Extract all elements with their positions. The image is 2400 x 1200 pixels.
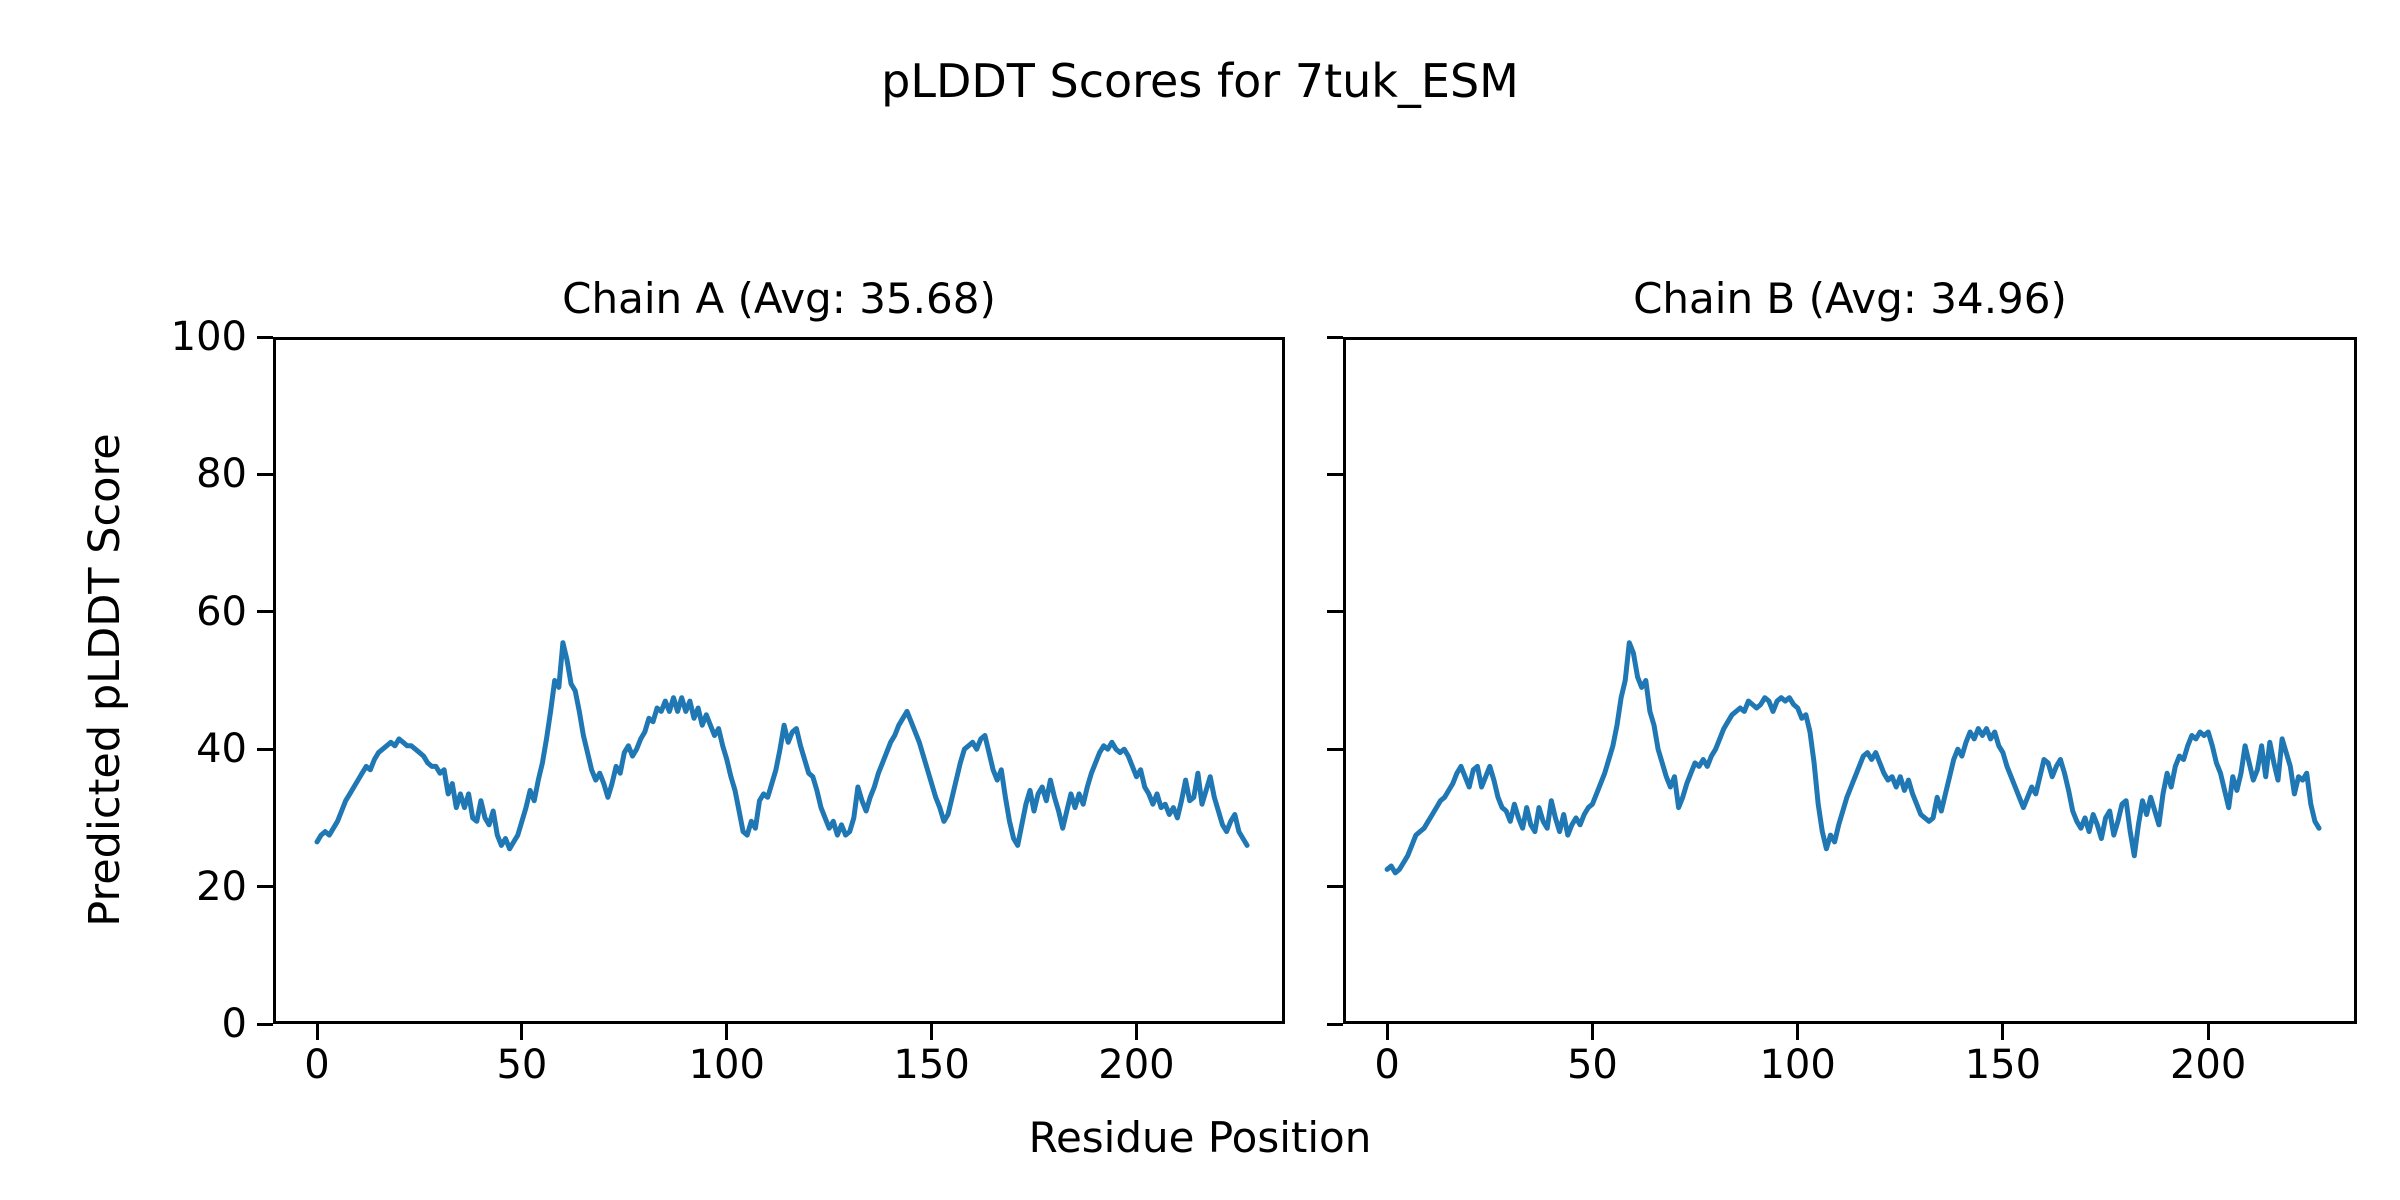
- y-tick-mark: [257, 610, 273, 614]
- y-tick-label: 40: [196, 726, 247, 773]
- x-tick-mark: [725, 1024, 729, 1040]
- x-tick-mark: [520, 1024, 524, 1040]
- y-tick-mark: [1327, 610, 1343, 614]
- x-tick-label: 150: [1964, 1042, 2042, 1088]
- chain-a-plddt-line: [314, 640, 1250, 852]
- figure-title: pLDDT Scores for 7tuk_ESM: [881, 54, 1519, 108]
- subplot-chain-a-title: Chain A (Avg: 35.68): [562, 274, 996, 323]
- x-tick-label: 150: [893, 1042, 970, 1088]
- y-tick-mark: [1327, 885, 1343, 889]
- x-tick-mark: [1385, 1024, 1389, 1040]
- chain-b-plot-area: [1384, 640, 2322, 876]
- x-tick-mark: [1796, 1024, 1800, 1040]
- y-tick-label: 20: [196, 863, 247, 910]
- y-tick-mark: [1327, 747, 1343, 751]
- x-tick-mark: [1134, 1024, 1138, 1040]
- y-tick-mark: [257, 747, 273, 751]
- x-tick-label: 200: [2169, 1042, 2247, 1088]
- y-tick-label: 100: [170, 314, 247, 360]
- y-tick-mark: [1327, 335, 1343, 339]
- x-tick-label: 0: [304, 1042, 330, 1088]
- y-tick-label: 80: [196, 451, 247, 498]
- chain-b-axes-frame: [1343, 337, 2357, 1024]
- x-tick-label: 100: [1759, 1042, 1836, 1088]
- x-tick-label: 200: [1098, 1042, 1175, 1088]
- x-axis-label: Residue Position: [1028, 1113, 1372, 1162]
- y-tick-label: 0: [221, 1001, 247, 1047]
- chain-a-axes-frame: [273, 337, 1285, 1024]
- y-tick-mark: [257, 335, 273, 339]
- y-tick-label: 60: [196, 588, 247, 635]
- subplot-chain-a: Chain A (Avg: 35.68) 0 50 100 150 200 0 20 40 60…: [171, 274, 1285, 1088]
- chain-b-plddt-line: [1384, 640, 2322, 876]
- subplot-chain-b: Chain B (Avg: 34.96) 0 50 100 150 200: [1327, 274, 2357, 1088]
- x-tick-mark: [930, 1024, 934, 1040]
- x-tick-mark: [2206, 1024, 2210, 1040]
- y-tick-mark: [1327, 472, 1343, 476]
- x-tick-mark: [1590, 1024, 1594, 1040]
- subplot-chain-b-title: Chain B (Avg: 34.96): [1633, 274, 2067, 323]
- y-tick-mark: [257, 1022, 273, 1026]
- x-tick-label: 50: [1566, 1042, 1618, 1088]
- y-tick-mark: [257, 472, 273, 476]
- y-tick-mark: [257, 885, 273, 889]
- x-tick-label: 50: [496, 1042, 548, 1088]
- x-tick-label: 100: [688, 1042, 765, 1088]
- chain-a-plot-area: [314, 640, 1250, 852]
- x-tick-label: 0: [1374, 1042, 1400, 1088]
- y-axis-label: Predicted pLDDT Score: [80, 433, 130, 927]
- x-tick-mark: [2001, 1024, 2005, 1040]
- x-tick-mark: [315, 1024, 319, 1040]
- y-tick-mark: [1327, 1022, 1343, 1026]
